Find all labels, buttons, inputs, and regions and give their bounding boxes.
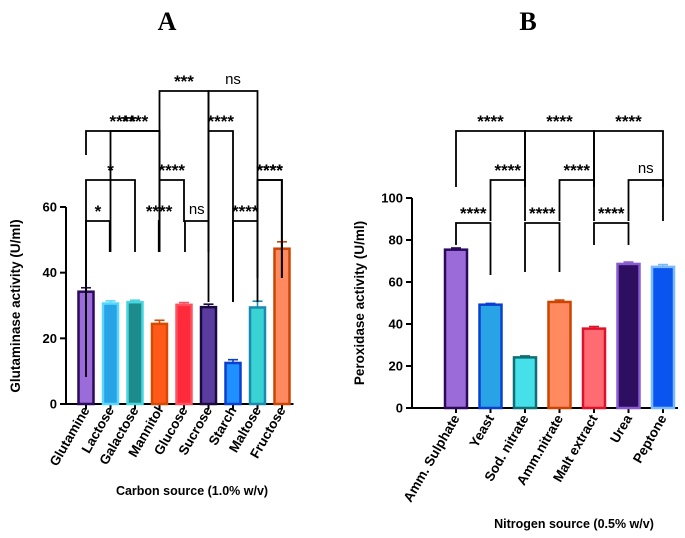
panel-b-significance-bracket (455, 222, 492, 275)
panel-b-category-label: Yeast (466, 412, 497, 450)
panel-a-significance-bracket (256, 179, 283, 278)
panel-b-y-tick-label: 40 (389, 317, 403, 332)
panel-a-significance-label: **** (208, 112, 235, 131)
panel-b-significance-label: **** (529, 204, 556, 223)
panel-b-significance-label: **** (564, 161, 591, 180)
panel-b-y-tick-label: 0 (396, 401, 403, 416)
panel-b-bar-peptone (650, 265, 676, 410)
panel-a-bar-lactose (101, 302, 120, 406)
panel-b-bar-amm-nitrate (547, 300, 572, 410)
panel-b-bar-urea (616, 262, 641, 410)
panel-b-category-label: Amm. Sulphate (400, 412, 462, 505)
panel-a-y-tick-label: 0 (50, 397, 57, 412)
panel-a-y-axis-title: Glutaminase activity (U/ml) (8, 219, 23, 392)
panel-b-significance-bracket (593, 130, 664, 187)
panel-b-bar-yeast (478, 303, 503, 410)
panel-b-significance-bracket (593, 222, 630, 245)
panel-a: A Glutaminase activity (U/ml) Carbon sou… (8, 7, 294, 498)
panel-a-x-axis-title: Carbon source (1.0% w/v) (116, 484, 268, 498)
panel-a-significance-bracket (207, 130, 234, 302)
panel-b-significance-bracket (558, 179, 595, 221)
panel-b-category-label: Peptone (630, 412, 670, 466)
panel-a-significance-bracket (184, 220, 210, 252)
panel-a-bar-starch (224, 361, 242, 406)
panel-b-significance-bracket (627, 179, 664, 221)
panel-b-y-tick-label: 80 (389, 233, 403, 248)
panel-b-y-tick-label: 60 (389, 275, 403, 290)
panel-b-significance-label: **** (477, 112, 504, 131)
panel-a-significance-bracket (207, 90, 259, 252)
panel-b-y-tick-label: 20 (389, 359, 403, 374)
panel-a-bar-glucose (175, 303, 193, 406)
panel-a-significance-label: **** (256, 161, 283, 180)
panel-b-significance-label: ns (638, 160, 654, 177)
panel-a-significance-label: ns (189, 201, 205, 218)
panel-b-significance-label: **** (615, 112, 642, 131)
panel-b-category-label: Urea (607, 412, 635, 446)
panel-a-significance-label: **** (122, 112, 149, 131)
panel-a-significance-label: **** (257, 161, 284, 180)
panel-a-significance-label: **** (232, 202, 259, 221)
panel-a-bar-maltose (248, 306, 267, 406)
panel-b-y-axis-title: Peroxidase activity (U/ml) (352, 221, 367, 385)
panel-b-bar-malt-extract (581, 327, 607, 410)
panel-a-significance-label: **** (159, 161, 186, 180)
panel-a-y-tick-label: 60 (43, 200, 57, 215)
panel-a-significance-label: **** (110, 112, 137, 131)
panel-b-significance-bracket (489, 179, 526, 221)
panel-a-significance-bracket (232, 220, 259, 302)
panel-a-y-tick-label: 40 (43, 265, 57, 280)
panel-b-x-axis-title: Nitrogen source (0.5% w/v) (494, 517, 654, 531)
panel-b-bar-sod-nitrate (512, 356, 538, 410)
panel-b-bar-amm-sulphate (443, 248, 469, 410)
panel-b-y-tick-label: 100 (381, 191, 403, 206)
panel-a-significance-label: * (95, 202, 102, 221)
panel-b-significance-label: **** (598, 204, 625, 223)
panel-b-letter: B (519, 7, 536, 36)
panel-b-significance-bracket (524, 222, 561, 272)
panel-b: B Peroxidase activity (U/ml) Nitrogen so… (352, 7, 678, 531)
panel-b-significance-label: **** (460, 204, 487, 223)
panel-a-letter: A (158, 7, 177, 36)
panel-a-y-tick-label: 20 (43, 331, 57, 346)
panel-a-bar-mannitol (150, 322, 169, 406)
panel-a-bar-sucrose (199, 305, 218, 406)
panel-a-bar-galactose (126, 300, 144, 406)
panel-b-significance-label: **** (495, 161, 522, 180)
panel-a-significance-label: ns (225, 71, 241, 88)
panel-b-significance-label: **** (546, 112, 573, 131)
panel-a-significance-label: *** (174, 72, 194, 91)
